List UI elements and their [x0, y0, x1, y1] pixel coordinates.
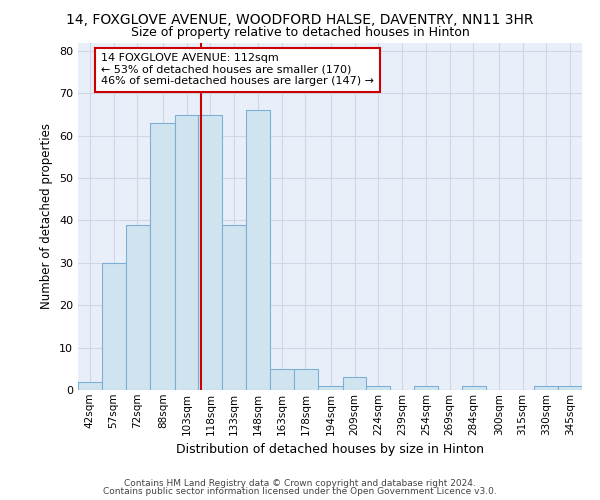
- Text: 14 FOXGLOVE AVENUE: 112sqm
← 53% of detached houses are smaller (170)
46% of sem: 14 FOXGLOVE AVENUE: 112sqm ← 53% of deta…: [101, 53, 374, 86]
- Bar: [414, 386, 438, 390]
- Bar: [293, 369, 318, 390]
- Text: Contains HM Land Registry data © Crown copyright and database right 2024.: Contains HM Land Registry data © Crown c…: [124, 478, 476, 488]
- Bar: [318, 386, 343, 390]
- Bar: [535, 386, 558, 390]
- Text: Contains public sector information licensed under the Open Government Licence v3: Contains public sector information licen…: [103, 488, 497, 496]
- Bar: [175, 114, 199, 390]
- Text: Size of property relative to detached houses in Hinton: Size of property relative to detached ho…: [131, 26, 469, 39]
- Bar: [461, 386, 486, 390]
- Bar: [270, 369, 293, 390]
- Bar: [367, 386, 390, 390]
- Bar: [150, 123, 175, 390]
- Bar: [246, 110, 270, 390]
- Bar: [199, 114, 222, 390]
- Y-axis label: Number of detached properties: Number of detached properties: [40, 123, 53, 309]
- Bar: [102, 263, 125, 390]
- Text: 14, FOXGLOVE AVENUE, WOODFORD HALSE, DAVENTRY, NN11 3HR: 14, FOXGLOVE AVENUE, WOODFORD HALSE, DAV…: [66, 12, 534, 26]
- Bar: [222, 224, 246, 390]
- Bar: [78, 382, 102, 390]
- Bar: [343, 378, 367, 390]
- Bar: [125, 224, 150, 390]
- X-axis label: Distribution of detached houses by size in Hinton: Distribution of detached houses by size …: [176, 443, 484, 456]
- Bar: [558, 386, 582, 390]
